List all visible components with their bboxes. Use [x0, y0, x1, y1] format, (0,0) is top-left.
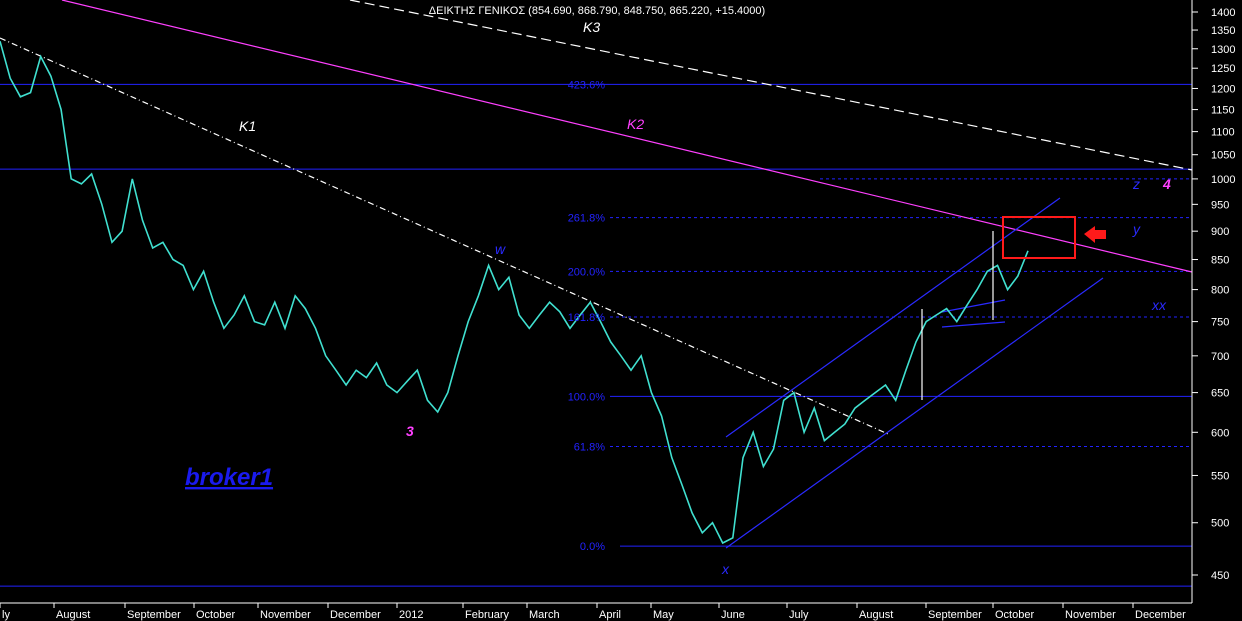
x-axis: ly August September October November December… — [0, 602, 1192, 621]
y-tick-label: 800 — [1211, 285, 1229, 297]
y-tick-label: 1400 — [1211, 7, 1235, 19]
y-tick-label: 500 — [1211, 518, 1229, 530]
trendline-k1 — [0, 37, 889, 435]
x-tick-label: February — [465, 609, 510, 621]
x-tick-label: September — [127, 609, 181, 621]
x-tick-label: ly — [2, 609, 10, 621]
wave-label: x — [721, 561, 730, 577]
red-arrow-icon — [1084, 226, 1106, 243]
y-tick-label: 700 — [1211, 351, 1229, 363]
wave-label: xx — [1151, 297, 1167, 313]
wave-label: 4 — [1162, 176, 1171, 192]
highlight-box — [1002, 216, 1076, 259]
y-tick-label: 1100 — [1211, 127, 1235, 139]
y-tick-label: 450 — [1211, 570, 1229, 582]
y-tick-label: 600 — [1211, 427, 1229, 439]
wave-label: K1 — [239, 118, 256, 134]
price-series-line — [0, 40, 1029, 545]
x-tick-label: March — [529, 609, 560, 621]
x-tick-label: May — [653, 609, 674, 621]
x-tick-label: August — [56, 609, 90, 621]
x-tick-label: December — [1135, 609, 1186, 621]
x-tick-label: August — [859, 609, 893, 621]
fib-label: 261.8% — [568, 213, 606, 225]
fib-labels: 423.6% 261.8% 200.0% 161.8% 100.0% 61.8% 0.0% — [568, 79, 606, 553]
channel-line — [941, 321, 1006, 328]
chart-title: ΔΕΙΚΤΗΣ ΓΕΝΙΚΟΣ (854.690, 868.790, 848.7… — [429, 5, 765, 17]
fib-label: 0.0% — [580, 541, 605, 553]
channel-lines — [725, 197, 1104, 549]
wave-label: z — [1132, 176, 1140, 192]
fib-label: 423.6% — [568, 79, 606, 91]
fib-label: 161.8% — [568, 312, 606, 324]
x-tick-label: October — [995, 609, 1034, 621]
arrow-shape — [1084, 226, 1106, 243]
fib-label: 61.8% — [574, 442, 605, 454]
y-tick-label: 1300 — [1211, 44, 1235, 56]
wave-label: K2 — [627, 116, 644, 132]
y-tick-label: 1050 — [1211, 150, 1235, 162]
x-tick-label: June — [721, 609, 745, 621]
x-tick-label: July — [789, 609, 809, 621]
fib-label: 200.0% — [568, 266, 606, 278]
y-tick-label: 900 — [1211, 226, 1229, 238]
watermark-text: broker1 — [185, 464, 273, 491]
y-tick-label: 1200 — [1211, 83, 1235, 95]
x-tick-label: 2012 — [399, 609, 423, 621]
channel-line — [725, 277, 1104, 549]
x-tick-label: November — [1065, 609, 1116, 621]
fib-label: 100.0% — [568, 391, 606, 403]
x-tick-label: December — [330, 609, 381, 621]
y-tick-label: 750 — [1211, 317, 1229, 329]
wave-label: 3 — [406, 423, 414, 439]
channel-line — [725, 197, 1061, 438]
wave-labels: K1 K2 K3 w 3 x y z 4 xx — [239, 19, 1171, 577]
y-tick-label: 1350 — [1211, 25, 1235, 37]
x-tick-label: April — [599, 609, 621, 621]
y-axis: 1400 1350 1300 1250 1200 1150 1100 1050 1000 950 9… — [1191, 0, 1235, 603]
y-tick-label: 650 — [1211, 388, 1229, 400]
wave-label: w — [495, 241, 506, 257]
trendline-k3 — [349, 0, 1193, 171]
y-tick-label: 1150 — [1211, 105, 1235, 117]
x-tick-label: October — [196, 609, 235, 621]
y-tick-label: 1000 — [1211, 174, 1235, 186]
wave-label: K3 — [583, 19, 600, 35]
y-tick-label: 850 — [1211, 255, 1229, 267]
wave-label: y — [1132, 221, 1141, 237]
y-tick-label: 550 — [1211, 470, 1229, 482]
channel-line — [941, 299, 1006, 313]
fib-lines — [0, 83, 1192, 587]
y-tick-label: 1250 — [1211, 63, 1235, 75]
x-tick-label: November — [260, 609, 311, 621]
y-tick-label: 950 — [1211, 199, 1229, 211]
x-tick-label: September — [928, 609, 982, 621]
